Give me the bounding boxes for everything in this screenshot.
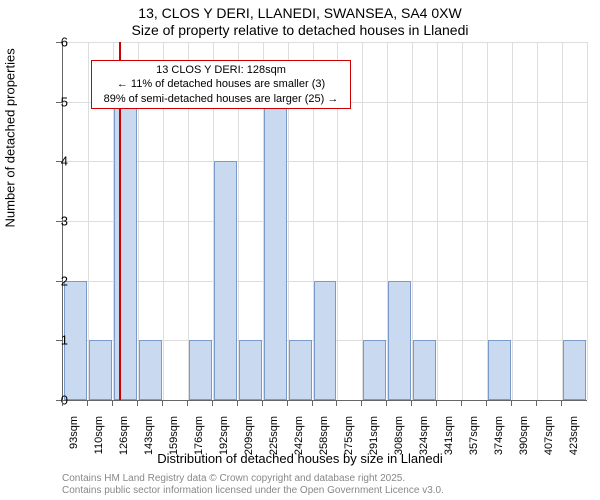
histogram-bar [189, 340, 212, 400]
chart-title-address: 13, CLOS Y DERI, LLANEDI, SWANSEA, SA4 0… [0, 5, 600, 21]
gridline-h [63, 221, 587, 222]
x-tick [536, 400, 537, 406]
histogram-bar [413, 340, 436, 400]
annotation-smaller: ← 11% of detached houses are smaller (3) [98, 77, 344, 91]
y-tick-label: 5 [48, 94, 68, 109]
x-tick [287, 400, 288, 406]
histogram-bar [363, 340, 386, 400]
histogram-bar [114, 102, 137, 400]
x-tick [312, 400, 313, 406]
annotation-box: 13 CLOS Y DERI: 128sqm ← 11% of detached… [91, 60, 351, 109]
x-tick [162, 400, 163, 406]
x-tick-label: 308sqm [393, 416, 405, 456]
x-tick [262, 400, 263, 406]
x-tick [411, 400, 412, 406]
y-tick-label: 1 [48, 333, 68, 348]
x-tick [212, 400, 213, 406]
x-tick-label: 192sqm [218, 416, 230, 456]
histogram-bar [239, 340, 262, 400]
x-tick-label: 209sqm [243, 416, 255, 456]
x-tick [511, 400, 512, 406]
x-tick [187, 400, 188, 406]
y-axis-title: Number of detached properties [3, 48, 18, 227]
chart-title-description: Size of property relative to detached ho… [0, 22, 600, 38]
x-tick-label: 423sqm [568, 416, 580, 456]
x-tick-label: 242sqm [293, 416, 305, 456]
histogram-bar [388, 281, 411, 400]
x-tick-label: 390sqm [518, 416, 530, 456]
gridline-h [63, 42, 587, 43]
y-tick-label: 6 [48, 35, 68, 50]
y-tick-label: 3 [48, 214, 68, 229]
histogram-bar [289, 340, 312, 400]
x-tick-label: 159sqm [168, 416, 180, 456]
x-tick-label: 176sqm [193, 416, 205, 456]
chart-container: 13, CLOS Y DERI, LLANEDI, SWANSEA, SA4 0… [0, 0, 600, 500]
y-tick-label: 2 [48, 273, 68, 288]
x-tick [62, 400, 63, 406]
histogram-bar [89, 340, 112, 400]
x-tick-label: 341sqm [443, 416, 455, 456]
x-tick-label: 258sqm [318, 416, 330, 456]
histogram-bar [264, 102, 287, 400]
x-tick [436, 400, 437, 406]
footnote-licence: Contains public sector information licen… [62, 485, 444, 496]
histogram-bar [488, 340, 511, 400]
histogram-bar [139, 340, 162, 400]
x-tick [336, 400, 337, 406]
x-tick-label: 291sqm [368, 416, 380, 456]
x-tick-label: 275sqm [343, 416, 355, 456]
gridline-v [587, 42, 588, 400]
y-tick-label: 0 [48, 393, 68, 408]
x-tick-label: 374sqm [493, 416, 505, 456]
y-tick-label: 4 [48, 154, 68, 169]
annotation-property: 13 CLOS Y DERI: 128sqm [98, 63, 344, 77]
footnote-registry: Contains HM Land Registry data © Crown c… [62, 473, 405, 484]
histogram-bar [314, 281, 337, 400]
x-tick-label: 357sqm [468, 416, 480, 456]
gridline-v [437, 42, 438, 400]
x-tick [237, 400, 238, 406]
x-tick-label: 93sqm [68, 416, 80, 456]
x-tick-label: 110sqm [93, 416, 105, 456]
x-tick-label: 407sqm [543, 416, 555, 456]
x-tick-label: 324sqm [418, 416, 430, 456]
x-tick [461, 400, 462, 406]
x-tick [112, 400, 113, 406]
gridline-v [462, 42, 463, 400]
x-tick [386, 400, 387, 406]
x-tick [361, 400, 362, 406]
histogram-bar [563, 340, 586, 400]
annotation-larger: 89% of semi-detached houses are larger (… [98, 92, 344, 106]
x-tick-label: 225sqm [268, 416, 280, 456]
x-tick [486, 400, 487, 406]
x-tick [561, 400, 562, 406]
gridline-v [537, 42, 538, 400]
x-tick-label: 143sqm [143, 416, 155, 456]
x-tick [137, 400, 138, 406]
x-tick [87, 400, 88, 406]
gridline-h [63, 161, 587, 162]
histogram-bar [214, 161, 237, 400]
gridline-v [512, 42, 513, 400]
x-tick-label: 126sqm [118, 416, 130, 456]
